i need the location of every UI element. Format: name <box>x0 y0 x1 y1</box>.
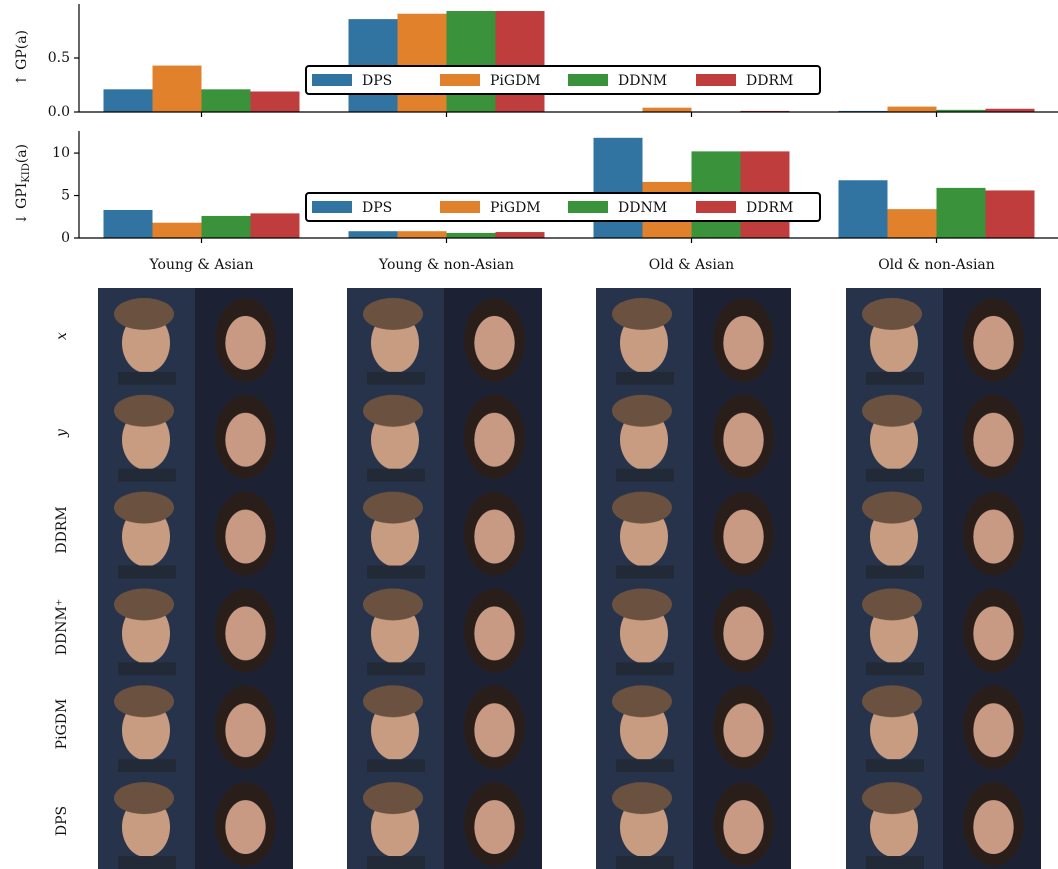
legend-label: PiGDM <box>490 200 541 216</box>
y-tick-label: 0 <box>61 230 70 246</box>
image-column <box>693 288 791 869</box>
bar <box>397 231 447 238</box>
bar <box>397 13 447 112</box>
bar <box>103 89 153 112</box>
y-tick-label: 0.0 <box>48 104 70 120</box>
image-column <box>195 288 293 869</box>
x-tick-label: Old & non-Asian <box>878 257 995 273</box>
legend-label: DPS <box>362 200 392 216</box>
y-axis-label-part: (a) <box>14 144 30 163</box>
row-label: DDRM <box>54 506 70 553</box>
bar <box>642 107 692 112</box>
legend-label: DDRM <box>746 73 793 89</box>
legend-swatch <box>312 201 352 213</box>
x-tick-label: Young & Asian <box>149 257 254 273</box>
legend-swatch <box>440 201 480 213</box>
row-label: y <box>54 428 70 438</box>
bar <box>495 232 545 238</box>
image-column <box>943 288 1041 869</box>
y-tick-label: 0.5 <box>48 50 70 66</box>
y-axis-label: ↑ GP(a) <box>14 30 30 86</box>
row-label: PiGDM <box>54 699 70 750</box>
legend-swatch <box>568 74 608 86</box>
legend-swatch <box>696 201 736 213</box>
bar <box>936 187 986 238</box>
bar <box>201 215 251 238</box>
legend-label: DPS <box>362 73 392 89</box>
bar <box>250 91 300 112</box>
image-column <box>98 288 195 869</box>
bar <box>887 106 937 112</box>
image-column <box>846 288 943 869</box>
legend-swatch <box>568 201 608 213</box>
bar <box>201 89 251 112</box>
legend-swatch <box>696 74 736 86</box>
image-column <box>347 288 444 869</box>
legend-swatch <box>440 74 480 86</box>
bar <box>936 109 986 112</box>
bar <box>250 213 300 238</box>
y-tick-label: 5 <box>61 188 70 204</box>
image-grid <box>98 288 1041 869</box>
bar <box>838 180 888 238</box>
bar <box>446 11 496 113</box>
image-column <box>444 288 542 869</box>
y-axis-label: ↓ GPIKID(a) <box>14 144 32 225</box>
row-label: x <box>54 332 70 340</box>
bar <box>152 222 202 238</box>
bar <box>446 232 496 238</box>
bar <box>985 108 1035 112</box>
legend-label: DDRM <box>746 200 793 216</box>
y-tick-label: 10 <box>52 145 70 161</box>
legend-box <box>305 192 821 222</box>
x-tick-label: Old & Asian <box>649 257 734 273</box>
x-tick-label: Young & non-Asian <box>378 257 514 273</box>
legend-label: DDNM <box>618 73 667 89</box>
bar <box>152 65 202 112</box>
legend-label: PiGDM <box>490 73 541 89</box>
row-label: DPS <box>54 806 70 836</box>
legend-box <box>305 65 821 95</box>
row-label: DDNM⁺ <box>54 599 70 655</box>
bar <box>495 11 545 113</box>
bar <box>887 209 937 238</box>
legend-swatch <box>312 74 352 86</box>
bar <box>348 231 398 238</box>
bar <box>103 209 153 238</box>
image-column <box>596 288 693 869</box>
bar <box>593 137 643 238</box>
bar <box>985 190 1035 238</box>
y-axis-label-part: KID <box>21 163 32 182</box>
legend-label: DDNM <box>618 200 667 216</box>
y-axis-label-part: ↓ GPI <box>14 183 30 225</box>
